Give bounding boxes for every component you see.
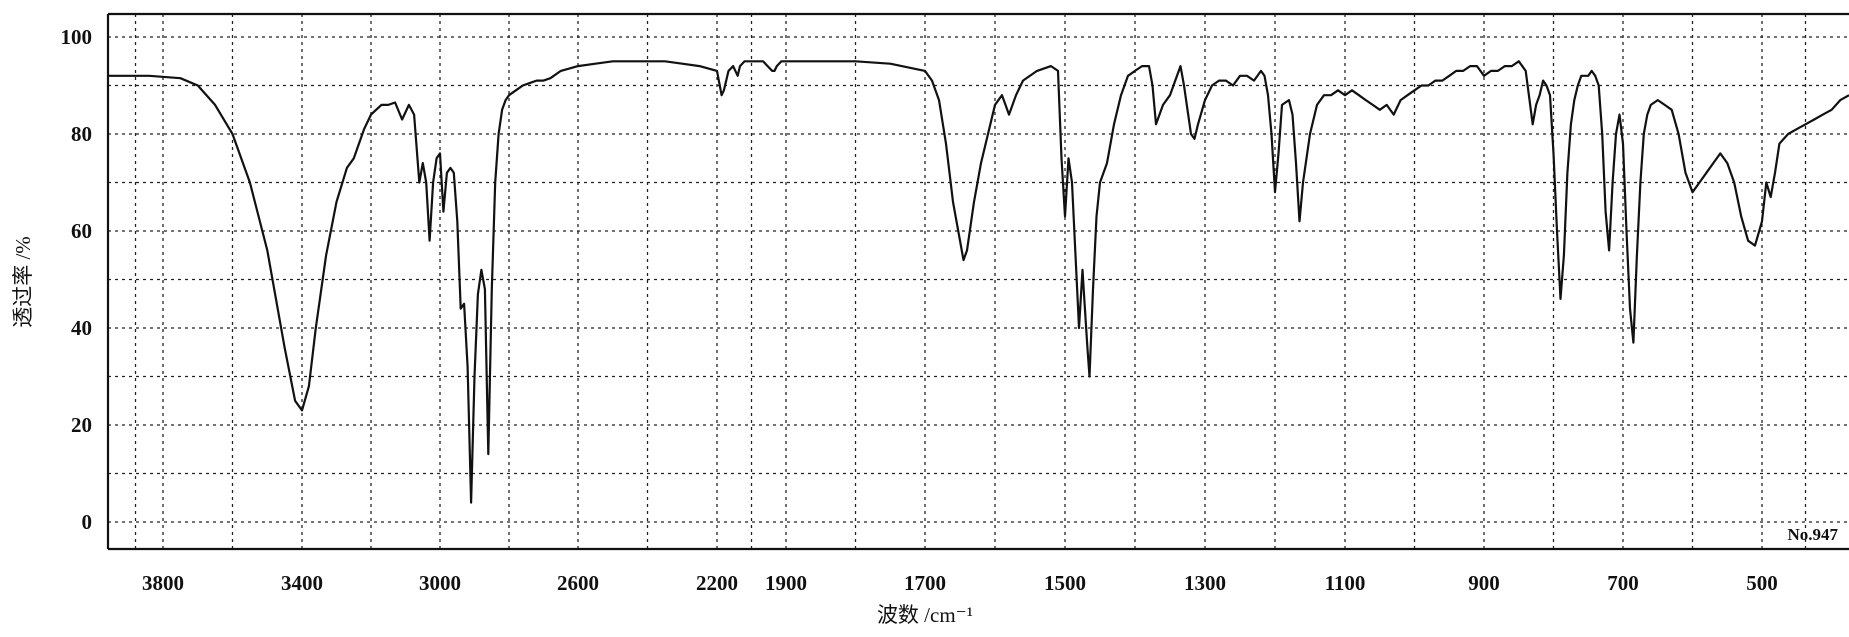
x-tick-label: 500 <box>1746 571 1778 595</box>
transmittance-series-line <box>108 60 1849 504</box>
y-tick-label: 100 <box>61 25 93 49</box>
x-tick-labels: 3800 3400 3000 2600 2200 1900 1700 1500 1300 1100… <box>142 571 1778 595</box>
y-tick-labels: 0 20 40 60 80 100 <box>61 25 93 534</box>
x-tick-label: 1300 <box>1184 571 1226 595</box>
x-axis-title: 波数 /cm⁻¹ <box>877 603 973 627</box>
x-tick-label: 3800 <box>142 571 184 595</box>
y-tick-label: 0 <box>82 510 93 534</box>
series-layer <box>108 60 1849 504</box>
x-tick-label: 3400 <box>281 571 323 595</box>
plot-frame <box>106 12 1849 551</box>
y-tick-label: 60 <box>71 219 92 243</box>
grid-layer <box>108 14 1849 549</box>
sample-number-label: No.947 <box>1787 525 1838 544</box>
x-tick-label: 2600 <box>557 571 599 595</box>
x-tick-label: 900 <box>1468 571 1500 595</box>
x-tick-label: 1100 <box>1325 571 1366 595</box>
y-tick-label: 40 <box>71 316 92 340</box>
y-tick-label: 80 <box>71 122 92 146</box>
x-tick-label: 2200 <box>696 571 738 595</box>
x-tick-label: 3000 <box>419 571 461 595</box>
y-axis-title: 透过率 /% <box>11 236 35 328</box>
x-tick-label: 1500 <box>1044 571 1086 595</box>
x-tick-label: 1700 <box>904 571 946 595</box>
x-tick-label: 700 <box>1607 571 1639 595</box>
x-tick-label: 1900 <box>765 571 807 595</box>
y-tick-label: 20 <box>71 413 92 437</box>
